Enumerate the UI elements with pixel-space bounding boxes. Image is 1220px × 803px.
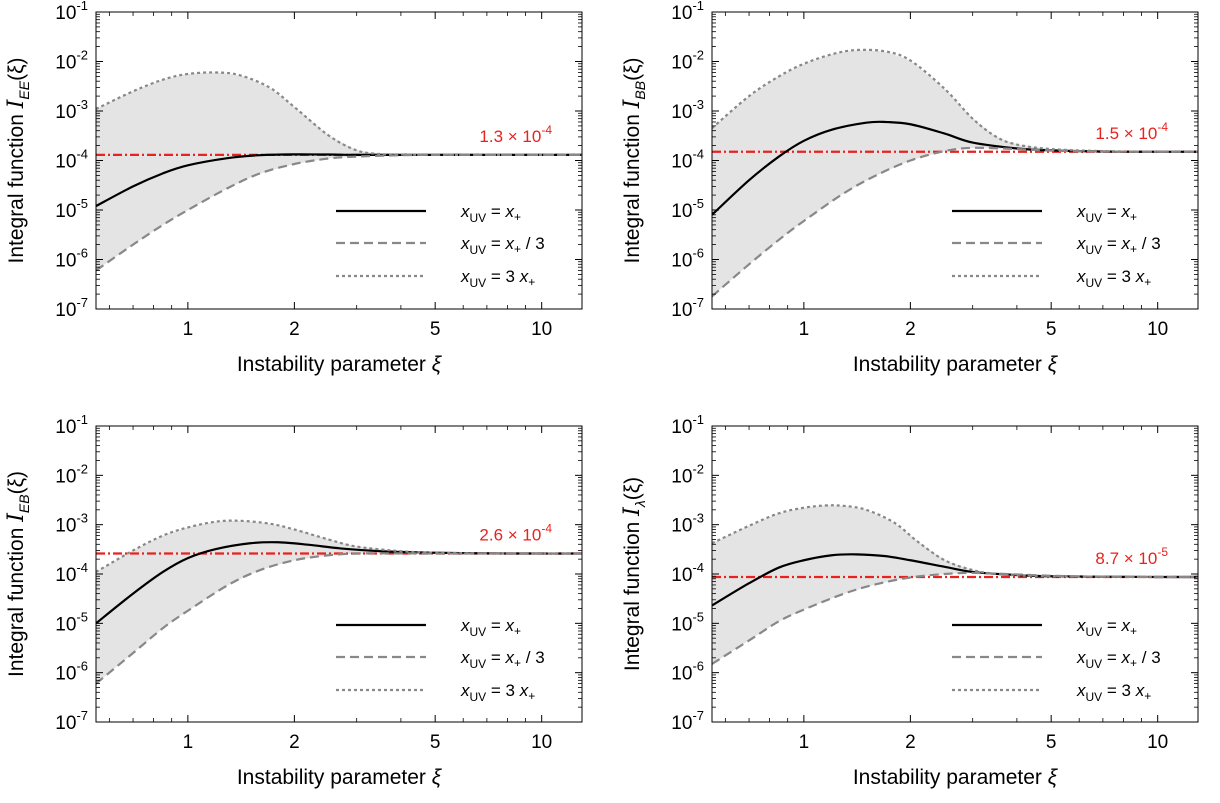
y-tick-label: 10-3 — [55, 97, 88, 123]
x-tick-label: 1 — [183, 319, 194, 340]
reference-annotation: 1.5 × 10-4 — [1095, 120, 1168, 143]
series-x-plus-third-line — [96, 552, 582, 685]
y-tick-label: 10-2 — [671, 48, 704, 74]
y-tick-label: 10-3 — [671, 97, 704, 123]
reference-annotation: 1.3 × 10-4 — [479, 123, 552, 146]
x-axis-label: Instability parameter ξ — [853, 353, 1059, 376]
plot-area — [712, 504, 1198, 665]
y-tick-label: 10-1 — [55, 412, 88, 438]
reference-annotation: 2.6 × 10-4 — [479, 522, 552, 545]
legend-label: xUV = x+ — [1076, 616, 1137, 639]
legend-label: xUV = x+ / 3 — [1076, 648, 1161, 671]
plot-area — [96, 71, 582, 272]
x-tick-label: 5 — [1046, 319, 1057, 340]
x-tick-label: 5 — [430, 732, 441, 753]
y-axis-label: Integral function IBB(ξ) — [620, 57, 648, 263]
x-tick-label: 1 — [799, 319, 810, 340]
series-three-x-plus-line — [96, 71, 582, 156]
panel-ee: 10-7 10-6 10-5 10-4 10-3 10-2 10-1 1 2 5 10 Instabi… — [4, 0, 583, 376]
y-tick-label: 10-7 — [671, 708, 704, 734]
y-tick-label: 10-7 — [55, 295, 88, 321]
y-tick-label: 10-5 — [55, 196, 88, 222]
legend-label: xUV = 3 x+ — [460, 267, 535, 290]
series-x-plus-third-line — [96, 153, 582, 272]
plot-area — [712, 48, 1198, 298]
y-axis-label: Integral function IEB(ξ) — [4, 471, 32, 677]
legend-label: xUV = 3 x+ — [460, 681, 535, 704]
y-tick-label: 10-6 — [671, 659, 704, 685]
x-tick-label: 10 — [531, 319, 552, 340]
y-axis-label: Integral function IEE(ξ) — [4, 57, 32, 263]
legend-label: xUV = x+ / 3 — [460, 648, 545, 671]
x-tick-label: 10 — [1147, 732, 1168, 753]
x-tick-label: 2 — [905, 319, 916, 340]
y-tick-label: 10-1 — [671, 412, 704, 438]
y-tick-label: 10-3 — [671, 511, 704, 537]
x-tick-label: 1 — [799, 732, 810, 753]
x-tick-label: 5 — [1046, 732, 1057, 753]
panel-lambda: 10-7 10-6 10-5 10-4 10-3 10-2 10-1 1 2 5 10 Instabi… — [620, 412, 1199, 789]
x-axis-label: Instability parameter ξ — [237, 353, 443, 376]
y-tick-label: 10-2 — [55, 461, 88, 487]
uncertainty-band — [712, 505, 1198, 664]
y-tick-label: 10-1 — [671, 0, 704, 24]
legend-label: xUV = 3 x+ — [1076, 681, 1151, 704]
y-tick-label: 10-7 — [671, 295, 704, 321]
y-tick-label: 10-6 — [55, 246, 88, 272]
x-axis-label: Instability parameter ξ — [237, 766, 443, 789]
y-tick-label: 10-6 — [55, 659, 88, 685]
x-tick-label: 2 — [289, 319, 300, 340]
x-tick-label: 2 — [289, 732, 300, 753]
uncertainty-band — [96, 72, 582, 271]
y-tick-label: 10-5 — [671, 609, 704, 635]
panel-eb: 10-7 10-6 10-5 10-4 10-3 10-2 10-1 1 2 5 10 Instabi… — [4, 412, 583, 789]
y-tick-label: 10-4 — [55, 147, 88, 173]
y-tick-label: 10-5 — [55, 609, 88, 635]
series-x-plus-third-line — [712, 571, 1198, 665]
x-tick-label: 5 — [430, 319, 441, 340]
reference-annotation: 8.7 × 10-5 — [1095, 545, 1168, 568]
legend-label: xUV = x+ / 3 — [1076, 234, 1161, 257]
y-tick-label: 10-7 — [55, 708, 88, 734]
legend-label: xUV = x+ — [1076, 202, 1137, 225]
y-tick-label: 10-4 — [671, 560, 704, 586]
uncertainty-band — [712, 50, 1198, 297]
series-x-plus-third-line — [712, 146, 1198, 298]
y-axis-label: Integral function Iλ(ξ) — [620, 477, 648, 671]
y-tick-label: 10-2 — [55, 48, 88, 74]
series-x-plus-line — [96, 153, 582, 208]
y-tick-label: 10-4 — [671, 147, 704, 173]
y-tick-label: 10-6 — [671, 246, 704, 272]
panel-bb: 10-7 10-6 10-5 10-4 10-3 10-2 10-1 1 2 5 10 Instabi… — [620, 0, 1199, 376]
legend-label: xUV = x+ — [460, 202, 521, 225]
series-three-x-plus-line — [712, 504, 1198, 579]
y-tick-label: 10-3 — [55, 511, 88, 537]
x-tick-label: 10 — [1147, 319, 1168, 340]
plot-area — [96, 519, 582, 685]
legend-label: xUV = x+ — [460, 616, 521, 639]
legend-label: xUV = x+ / 3 — [460, 234, 545, 257]
x-tick-label: 1 — [183, 732, 194, 753]
uncertainty-band — [96, 520, 582, 684]
legend-label: xUV = 3 x+ — [1076, 267, 1151, 290]
y-tick-label: 10-4 — [55, 560, 88, 586]
x-axis-label: Instability parameter ξ — [853, 766, 1059, 789]
y-tick-label: 10-1 — [55, 0, 88, 24]
y-tick-label: 10-2 — [671, 461, 704, 487]
y-tick-label: 10-5 — [671, 196, 704, 222]
x-tick-label: 10 — [531, 732, 552, 753]
series-three-x-plus-line — [96, 519, 582, 573]
x-tick-label: 2 — [905, 732, 916, 753]
